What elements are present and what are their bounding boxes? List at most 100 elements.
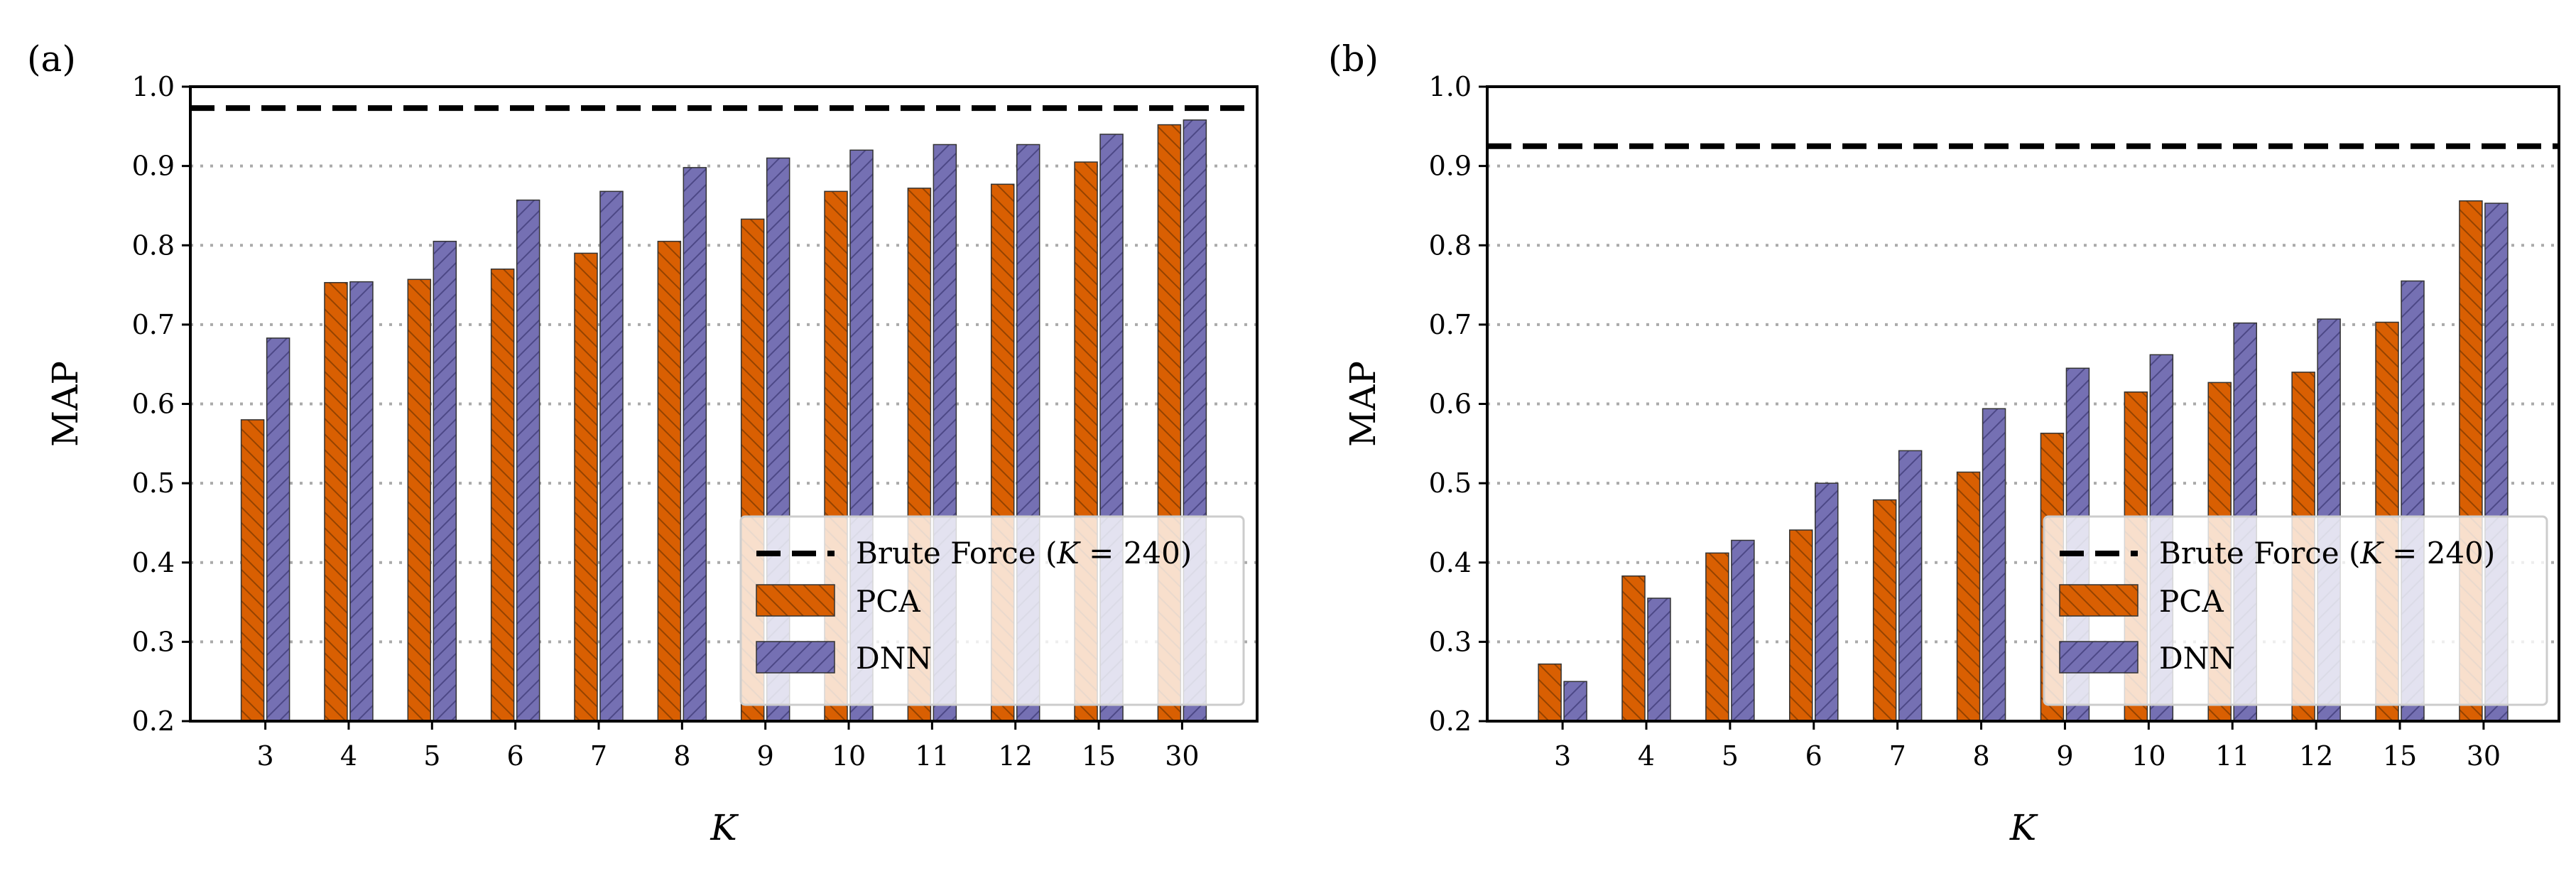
bar-dnn-3	[1563, 681, 1587, 722]
bar-dnn-4	[1647, 598, 1671, 722]
legend-entry-brute-force: Brute Force (K = 240)	[2060, 536, 2495, 571]
bar-hatch	[240, 419, 265, 722]
x-tick-label: 11	[915, 740, 949, 772]
chart-panel-a: 0.2 0.3 0.4 0.5 0.6 0.7 0.8 0.9 1.0 3 4 5 6 7 8 9 10 11 12…	[27, 38, 1259, 848]
x-tick-label: 4	[1638, 740, 1655, 772]
panel-label: (a)	[27, 38, 76, 80]
x-tick-label: 10	[832, 740, 866, 772]
y-tick-label: 0.3	[1429, 626, 1472, 657]
y-tick-label: 0.5	[1429, 467, 1472, 499]
bar-pca-4	[324, 281, 348, 722]
bar-hatch	[349, 281, 374, 722]
bar-pca-30	[1157, 124, 1182, 722]
x-tick-label: 3	[257, 740, 274, 772]
x-tick-label: 30	[1165, 740, 1199, 772]
bar-hatch	[1982, 408, 2006, 722]
bar-hatch	[1538, 663, 1562, 722]
y-tick-label: 0.5	[132, 467, 175, 499]
legend-swatch-hatch	[756, 641, 835, 674]
bar-hatch	[1647, 598, 1671, 722]
bar-pca-6	[490, 268, 515, 722]
x-tick-label: 3	[1554, 740, 1571, 772]
x-tick-label: 10	[2131, 740, 2165, 772]
x-tick-label: 5	[1722, 740, 1739, 772]
x-tick-label: 12	[2299, 740, 2333, 772]
bar-dnn-6	[1815, 482, 1839, 722]
legend-entry-brute-force: Brute Force (K = 240)	[756, 536, 1192, 571]
bar-pca-7	[1872, 499, 1897, 722]
legend: Brute Force (K = 240) PCA DNN	[739, 515, 1245, 706]
x-tick-label: 8	[1972, 740, 1989, 772]
y-tick-label: 0.2	[132, 706, 175, 737]
bar-dnn-7	[1898, 450, 1923, 722]
legend-label-pca: PCA	[2159, 584, 2224, 619]
bar-dnn-8	[683, 167, 707, 722]
panel-label: (b)	[1328, 38, 1379, 80]
bar-hatch	[490, 268, 515, 722]
bar-dnn-5	[1731, 539, 1755, 722]
x-tick-label: 8	[673, 740, 690, 772]
x-tick-label: 7	[1889, 740, 1906, 772]
legend-label-brute-force: Brute Force (K = 240)	[856, 536, 1192, 571]
y-tick-label: 0.9	[132, 151, 175, 182]
y-tick-label: 0.8	[1429, 229, 1472, 261]
legend-label-dnn: DNN	[856, 641, 932, 676]
x-tick-label: 5	[423, 740, 440, 772]
plot-frame	[1486, 85, 2560, 723]
y-axis-label: MAP	[1342, 361, 1384, 447]
bar-pca-8	[1956, 471, 1981, 722]
bar-hatch	[516, 199, 540, 722]
bar-pca-5	[1705, 552, 1729, 722]
bar-hatch	[1563, 681, 1587, 722]
y-tick-label: 0.8	[132, 229, 175, 261]
x-tick-label: 15	[2383, 740, 2417, 772]
bar-hatch	[683, 167, 707, 722]
y-tick-label: 0.9	[1429, 151, 1472, 182]
bar-pca-6	[1789, 529, 1813, 722]
bar-dnn-4	[349, 281, 374, 722]
legend-swatch-hatch	[756, 584, 835, 617]
bar-hatch	[1872, 499, 1897, 722]
bar-pca-7	[574, 252, 598, 722]
bar-dnn-8	[1982, 408, 2006, 722]
legend-label-brute-force: Brute Force (K = 240)	[2159, 536, 2495, 571]
y-tick-label: 0.3	[132, 626, 175, 657]
bar-hatch	[1815, 482, 1839, 722]
bar-pca-8	[657, 240, 682, 722]
bar-hatch	[599, 190, 624, 722]
bar-hatch	[1621, 575, 1646, 722]
x-tick-label: 30	[2467, 740, 2501, 772]
bar-hatch	[433, 240, 457, 722]
bar-pca-3	[1538, 663, 1562, 722]
y-tick-label: 0.2	[1429, 706, 1472, 737]
y-tick-label: 1.0	[1429, 71, 1472, 102]
bar-dnn-3	[266, 337, 290, 722]
x-axis-label: K	[710, 807, 739, 848]
legend: Brute Force (K = 240) PCA DNN	[2043, 515, 2548, 706]
x-tick-label: 4	[340, 740, 357, 772]
legend-label-dnn: DNN	[2159, 641, 2235, 676]
bar-dnn-5	[433, 240, 457, 722]
bar-dnn-7	[599, 190, 624, 722]
bar-hatch	[407, 279, 432, 722]
legend-entry-pca: PCA	[2059, 584, 2224, 619]
chart-panel-b: 0.2 0.3 0.4 0.5 0.6 0.7 0.8 0.9 1.0 3 4 5 6 7 8 9 10 11 12…	[1328, 38, 2560, 848]
bar-hatch	[1789, 529, 1813, 722]
bar-dnn-6	[516, 199, 540, 722]
legend-entry-dnn: DNN	[2059, 641, 2235, 676]
x-tick-label: 6	[507, 740, 524, 772]
y-tick-label: 0.4	[1429, 547, 1472, 578]
x-tick-label: 7	[590, 740, 607, 772]
x-tick-label: 9	[2056, 740, 2073, 772]
x-tick-label: 11	[2215, 740, 2249, 772]
bar-hatch	[1898, 450, 1923, 722]
y-axis-label: MAP	[45, 361, 86, 447]
y-tick-label: 0.6	[132, 389, 175, 420]
x-axis-label: K	[2009, 807, 2038, 848]
plot-frame	[189, 85, 1259, 723]
bar-pca-4	[1621, 575, 1646, 722]
bar-hatch	[324, 281, 348, 722]
y-tick-label: 0.7	[132, 309, 175, 340]
x-tick-label: 9	[757, 740, 774, 772]
